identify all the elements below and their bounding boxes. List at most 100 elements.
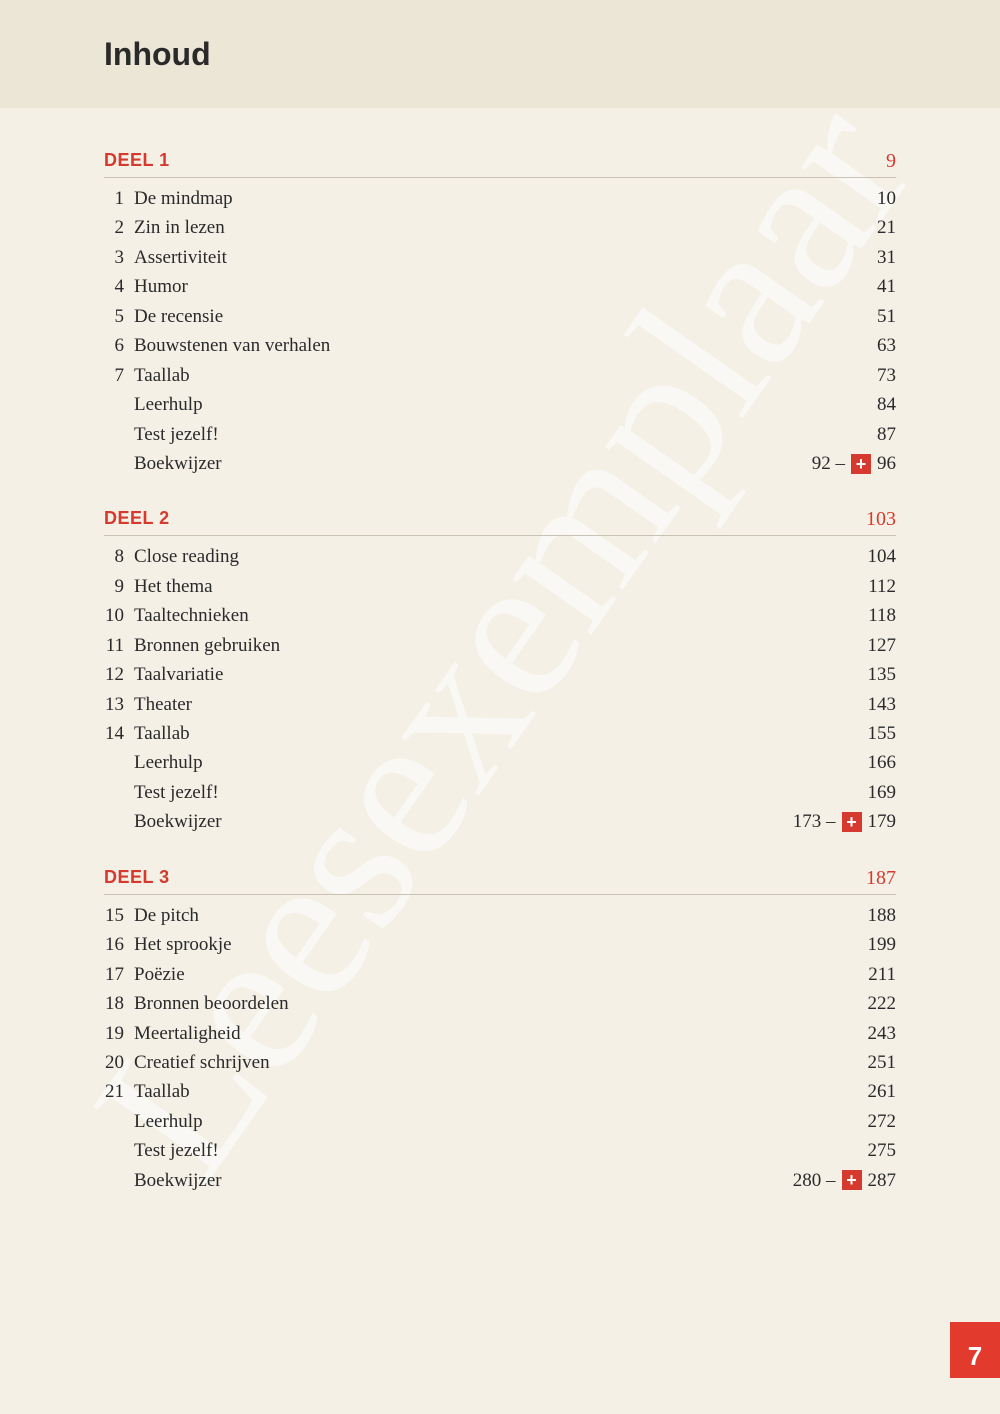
toc-item-page: 173 – + 179	[793, 807, 896, 836]
toc-row: 12Taalvariatie135	[104, 660, 896, 689]
toc-item-number: 9	[104, 572, 134, 601]
toc-item-number: 14	[104, 719, 134, 748]
toc-row: Boekwijzer280 – + 287	[104, 1166, 896, 1195]
toc-page-prefix: 173 –	[793, 807, 836, 836]
plus-icon: +	[842, 812, 862, 832]
toc-item-number: 15	[104, 901, 134, 930]
toc-page-prefix: 280 –	[793, 1166, 836, 1195]
toc-item-number: 20	[104, 1048, 134, 1077]
section-page: 103	[866, 508, 896, 531]
toc-page-suffix: 96	[877, 449, 896, 478]
toc-item-label: Assertiviteit	[134, 243, 877, 272]
toc-item-page: 31	[877, 243, 896, 272]
toc-row: 1De mindmap10	[104, 184, 896, 213]
toc-row: Test jezelf!275	[104, 1136, 896, 1165]
toc-item-label: Zin in lezen	[134, 213, 877, 242]
toc-item-number: 17	[104, 960, 134, 989]
toc-item-label: Close reading	[134, 542, 868, 571]
toc-row: Boekwijzer173 – + 179	[104, 807, 896, 836]
toc-item-page: 21	[877, 213, 896, 242]
toc-item-page: 63	[877, 331, 896, 360]
toc-item-page: 41	[877, 272, 896, 301]
toc-row: Boekwijzer92 – + 96	[104, 449, 896, 478]
toc-row: 16Het sprookje199	[104, 930, 896, 959]
toc-item-number: 12	[104, 660, 134, 689]
toc-row: Leerhulp166	[104, 748, 896, 777]
toc-row: 15De pitch188	[104, 901, 896, 930]
toc-item-number: 18	[104, 989, 134, 1018]
toc-item-number: 5	[104, 302, 134, 331]
toc-row: 4Humor41	[104, 272, 896, 301]
toc-item-label: Bronnen gebruiken	[134, 631, 868, 660]
toc-row: 3Assertiviteit31	[104, 243, 896, 272]
toc-row: 17Poëzie211	[104, 960, 896, 989]
section-header: DEEL 2103	[104, 508, 896, 536]
toc-row: 10Taaltechnieken118	[104, 601, 896, 630]
toc-item-label: Taallab	[134, 1077, 868, 1106]
section-title: DEEL 1	[104, 150, 170, 173]
toc-section: DEEL 1 9 1De mindmap102Zin in lezen213Asse…	[104, 150, 896, 478]
toc-item-number: 21	[104, 1077, 134, 1106]
section-title: DEEL 3	[104, 867, 170, 890]
plus-icon: +	[842, 1170, 862, 1190]
toc-item-number: 4	[104, 272, 134, 301]
toc-item-page: 104	[868, 542, 897, 571]
toc-item-label: Test jezelf!	[134, 778, 868, 807]
toc-item-number: 19	[104, 1019, 134, 1048]
toc-item-label: Leerhulp	[134, 1107, 868, 1136]
toc-item-page: 135	[868, 660, 897, 689]
section-header: DEEL 1 9	[104, 150, 896, 178]
toc-item-page: 92 – + 96	[812, 449, 896, 478]
toc-item-number: 3	[104, 243, 134, 272]
toc-row: 2Zin in lezen21	[104, 213, 896, 242]
toc-item-label: Taaltechnieken	[134, 601, 868, 630]
toc-row: Test jezelf!169	[104, 778, 896, 807]
toc-row: Leerhulp272	[104, 1107, 896, 1136]
toc-item-number: 10	[104, 601, 134, 630]
toc-item-label: Meertaligheid	[134, 1019, 868, 1048]
toc-item-label: Poëzie	[134, 960, 868, 989]
toc-page-suffix: 287	[868, 1166, 897, 1195]
toc-item-page: 199	[868, 930, 897, 959]
toc-row: 6Bouwstenen van verhalen63	[104, 331, 896, 360]
section-page: 9	[886, 150, 896, 173]
toc-item-label: Boekwijzer	[134, 807, 793, 836]
toc-item-label: Het sprookje	[134, 930, 868, 959]
toc-item-label: Taallab	[134, 719, 868, 748]
toc-item-page: 143	[868, 690, 897, 719]
toc-item-number: 1	[104, 184, 134, 213]
toc-section: DEEL 318715De pitch18816Het sprookje1991…	[104, 867, 896, 1195]
toc-section: DEEL 21038Close reading1049Het thema1121…	[104, 508, 896, 836]
toc-item-page: 243	[868, 1019, 897, 1048]
toc-item-page: 188	[868, 901, 897, 930]
toc-row: 20Creatief schrijven251	[104, 1048, 896, 1077]
toc-row: 19Meertaligheid243	[104, 1019, 896, 1048]
toc-row: 21Taallab261	[104, 1077, 896, 1106]
section-header: DEEL 3187	[104, 867, 896, 895]
toc-item-page: 118	[868, 601, 896, 630]
toc-item-number: 7	[104, 361, 134, 390]
toc-row: 11Bronnen gebruiken127	[104, 631, 896, 660]
toc-item-label: Bouwstenen van verhalen	[134, 331, 877, 360]
toc-item-label: Het thema	[134, 572, 868, 601]
toc-row: 18Bronnen beoordelen222	[104, 989, 896, 1018]
toc-item-number: 6	[104, 331, 134, 360]
toc-item-label: Bronnen beoordelen	[134, 989, 868, 1018]
toc-page-suffix: 179	[868, 807, 897, 836]
toc-row: Leerhulp84	[104, 390, 896, 419]
toc-item-label: Leerhulp	[134, 748, 868, 777]
toc-item-label: Leerhulp	[134, 390, 877, 419]
toc-item-label: Humor	[134, 272, 877, 301]
toc-item-page: 211	[868, 960, 896, 989]
toc-item-label: De recensie	[134, 302, 877, 331]
page-number-tab: 7	[950, 1322, 1000, 1378]
toc-item-number: 13	[104, 690, 134, 719]
toc-row: 8Close reading104	[104, 542, 896, 571]
toc-item-page: 10	[877, 184, 896, 213]
toc-item-page: 166	[868, 748, 897, 777]
toc-page-prefix: 92 –	[812, 449, 845, 478]
toc-item-page: 169	[868, 778, 897, 807]
toc-item-label: Boekwijzer	[134, 1166, 793, 1195]
toc-item-page: 87	[877, 420, 896, 449]
toc-item-label: Taallab	[134, 361, 877, 390]
